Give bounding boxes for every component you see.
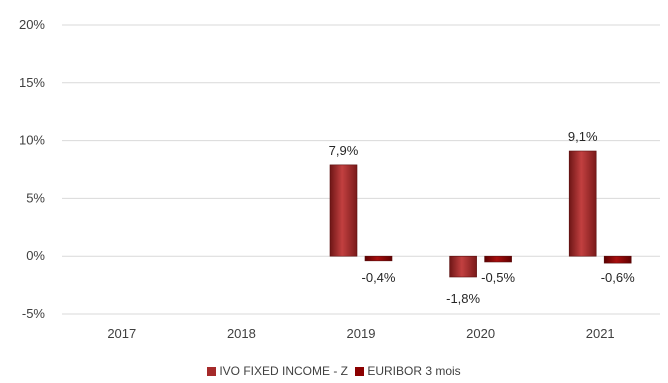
x-tick-label: 2018 [227,326,256,341]
y-tick-label: 15% [19,75,45,90]
bar-series-1 [449,255,477,278]
y-tick-label: 0% [26,248,45,263]
bar-series-2 [364,255,393,262]
x-tick-label: 2019 [347,326,376,341]
legend-swatch-series-2 [355,366,365,376]
legend-item-series-2: EURIBOR 3 mois [355,364,461,378]
legend-label-series-2: EURIBOR 3 mois [367,364,461,378]
data-label: -0,6% [601,270,635,285]
gridlines [62,24,660,315]
data-label: -0,4% [362,270,396,285]
data-label: -1,8% [446,291,480,306]
y-tick-label: 20% [19,17,45,32]
bars [329,150,632,278]
x-tick-label: 2020 [466,326,495,341]
bar-series-2 [603,255,632,264]
data-label: -0,5% [481,270,515,285]
legend-label-series-1: IVO FIXED INCOME - Z [219,364,348,378]
bar-series-1 [568,150,597,257]
legend-swatch-series-1 [207,366,217,376]
y-tick-label: 10% [19,133,45,148]
y-axis: -5% 0% 5% 10% 15% 20% [19,17,45,321]
bar-series-2 [484,255,512,263]
data-labels: 7,9% -1,8% 9,1% -0,4% -0,5% -0,6% [329,129,635,306]
x-tick-label: 2021 [586,326,615,341]
bar-series-1 [329,164,358,257]
data-label: 9,1% [568,129,598,144]
y-tick-label: 5% [26,190,45,205]
x-axis: 2017 2018 2019 2020 2021 [107,326,614,341]
data-label: 7,9% [329,143,359,158]
x-tick-label: 2017 [107,326,136,341]
legend-item-series-1: IVO FIXED INCOME - Z [207,364,348,378]
y-tick-label: -5% [22,306,46,321]
legend: IVO FIXED INCOME - Z EURIBOR 3 mois [0,364,668,379]
